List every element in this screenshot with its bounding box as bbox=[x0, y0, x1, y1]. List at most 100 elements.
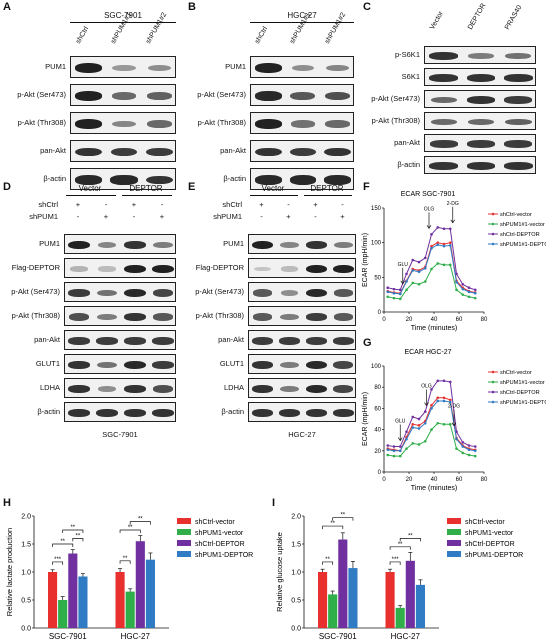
blot-band bbox=[279, 408, 300, 417]
blot-band-strip bbox=[70, 112, 176, 134]
lactate-production-chart: 0.0 0.5 1.0 1.5 2.0 Relative lactate producti… bbox=[5, 514, 253, 642]
title-underline bbox=[250, 22, 354, 23]
injection-label: GLU bbox=[398, 262, 409, 268]
y-tick-label: 0.0 bbox=[21, 626, 31, 633]
protein-label: p-S6K1 bbox=[394, 50, 420, 59]
blot-band-strip bbox=[248, 330, 356, 350]
data-point bbox=[386, 286, 390, 290]
data-point bbox=[436, 421, 440, 425]
blot-band bbox=[466, 96, 496, 104]
data-point bbox=[455, 437, 458, 441]
y-axis-label: ECAR (mpH/min) bbox=[362, 233, 369, 287]
panel-letter-c: C bbox=[363, 1, 371, 13]
blot-band-strip bbox=[250, 112, 354, 134]
legend-label: shCtrl-vector bbox=[500, 370, 532, 376]
legend-label: shPUM1#1-vector bbox=[500, 380, 545, 386]
data-point bbox=[417, 270, 421, 274]
data-point bbox=[430, 244, 433, 248]
series-line bbox=[387, 226, 476, 291]
group-underline bbox=[66, 195, 116, 196]
blot-band bbox=[324, 175, 351, 185]
protein-label: S6K1 bbox=[401, 72, 420, 81]
group-label: DEPTOR bbox=[310, 184, 344, 193]
data-point bbox=[430, 233, 433, 236]
legend-swatch bbox=[177, 540, 191, 546]
legend-swatch bbox=[177, 529, 191, 535]
significance-label: ** bbox=[123, 556, 128, 562]
blot-band bbox=[124, 384, 146, 393]
y-tick-label: 40 bbox=[374, 428, 381, 434]
data-point bbox=[473, 296, 477, 300]
protein-label: Flag-DEPTOR bbox=[195, 263, 244, 272]
blot-band bbox=[333, 361, 354, 369]
blot-band bbox=[251, 240, 274, 250]
blot-band bbox=[429, 52, 458, 60]
x-tick-label: 0 bbox=[382, 317, 386, 323]
data-point bbox=[386, 448, 390, 452]
blot-band bbox=[429, 74, 458, 82]
blot-band bbox=[466, 140, 495, 148]
legend-swatch bbox=[447, 540, 461, 546]
significance-bracket bbox=[399, 538, 421, 542]
blot-band bbox=[280, 241, 299, 249]
protein-label: PUM1 bbox=[39, 239, 60, 248]
blot-band-strip bbox=[64, 258, 176, 278]
blot-band bbox=[68, 384, 90, 393]
protein-label: β-actin bbox=[43, 174, 66, 183]
blot-band bbox=[98, 266, 116, 272]
significance-bracket bbox=[119, 560, 131, 564]
data-point bbox=[442, 396, 446, 400]
significance-label: ** bbox=[325, 557, 330, 563]
significance-bracket bbox=[119, 529, 141, 533]
data-point bbox=[423, 410, 427, 413]
blot-band bbox=[97, 289, 117, 297]
blot-band bbox=[466, 74, 496, 82]
blot-band-strip bbox=[70, 140, 176, 162]
category-label: HGC-27 bbox=[391, 632, 421, 641]
blot-band bbox=[70, 266, 88, 272]
data-point bbox=[411, 281, 415, 285]
blot-band bbox=[124, 288, 146, 298]
condition-sign: + bbox=[103, 212, 109, 221]
x-tick-label: 40 bbox=[431, 317, 438, 323]
bar bbox=[115, 572, 125, 628]
data-point bbox=[392, 287, 396, 291]
y-tick-label: 60 bbox=[374, 406, 381, 412]
data-point bbox=[398, 449, 402, 453]
data-point bbox=[398, 454, 402, 458]
blot-band bbox=[279, 337, 300, 345]
x-axis-label: Time (minutes) bbox=[411, 485, 457, 492]
significance-label: ** bbox=[138, 517, 143, 523]
x-tick-label: 20 bbox=[406, 317, 413, 323]
y-tick-label: 2.0 bbox=[291, 514, 301, 521]
condition-sign: - bbox=[260, 212, 263, 221]
blot-band bbox=[333, 313, 354, 321]
data-point bbox=[417, 427, 421, 430]
y-tick-label: 1.0 bbox=[291, 570, 301, 577]
blot-band bbox=[504, 140, 533, 148]
blot-band bbox=[333, 337, 354, 345]
data-point bbox=[455, 272, 458, 276]
injection-arrowhead bbox=[450, 219, 456, 224]
data-point bbox=[411, 269, 415, 272]
significance-label: ** bbox=[70, 525, 75, 531]
protein-label: p-Akt (Ser473) bbox=[11, 287, 60, 296]
data-point bbox=[467, 290, 471, 294]
blot-band bbox=[252, 289, 273, 297]
significance-label: ** bbox=[128, 525, 133, 531]
blot-band bbox=[152, 385, 174, 393]
blot-band bbox=[280, 385, 299, 393]
data-point bbox=[448, 398, 452, 402]
blot-band bbox=[254, 175, 282, 185]
protein-label: β-actin bbox=[37, 407, 60, 416]
condition-sign: + bbox=[259, 200, 264, 209]
ecar-sgc7901-chart: ECAR SGC-7901 0 50 100 150 0 20 40 60 80 Time (min… bbox=[362, 191, 546, 332]
data-point bbox=[411, 415, 415, 419]
legend-label: shCtrl-DEPTOR bbox=[500, 390, 540, 396]
legend-marker bbox=[491, 212, 495, 216]
blot-band-strip bbox=[248, 402, 356, 422]
category-label: SGC-7901 bbox=[49, 632, 87, 641]
significance-bracket bbox=[322, 525, 344, 530]
blot-band bbox=[97, 361, 117, 369]
y-tick-label: 150 bbox=[371, 206, 382, 212]
